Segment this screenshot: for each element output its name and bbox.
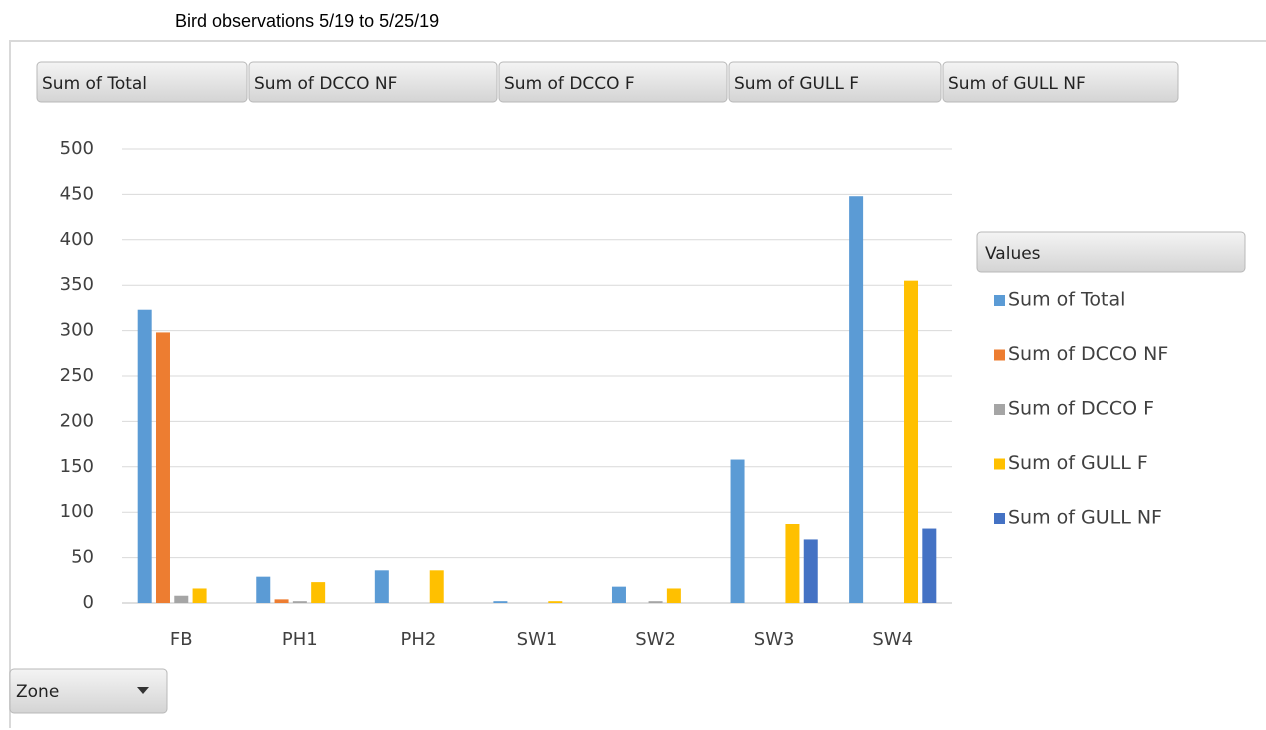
dropdown-arrow [137, 687, 149, 694]
legend-swatch [994, 513, 1005, 524]
bar [274, 599, 289, 603]
chart-title: Bird observations 5/19 to 5/25/19 [175, 11, 439, 31]
y-tick-label: 400 [60, 229, 94, 250]
legend-swatch [994, 404, 1005, 415]
bar [548, 601, 563, 603]
field-button-label: Sum of Total [42, 74, 147, 94]
bar [803, 539, 818, 603]
legend-swatch [994, 349, 1005, 361]
bar [611, 586, 626, 603]
x-tick-label: SW1 [517, 629, 558, 650]
y-tick-label: 500 [60, 138, 94, 159]
y-tick-label: 250 [60, 365, 94, 386]
field-button-label: Sum of DCCO F [504, 74, 635, 94]
bar [137, 309, 152, 603]
legend-label: Sum of GULL NF [1008, 507, 1162, 529]
legend-label: Sum of GULL F [1008, 452, 1148, 474]
field-button[interactable] [248, 61, 498, 103]
bar [155, 332, 170, 603]
field-button[interactable] [498, 61, 728, 103]
bar [785, 524, 800, 603]
bar [666, 588, 681, 603]
bar [730, 459, 745, 603]
legend-label: Sum of DCCO NF [1008, 343, 1168, 365]
field-button[interactable] [728, 61, 942, 103]
bar [256, 576, 271, 603]
legend-title: Values [985, 244, 1041, 264]
y-tick-label: 450 [60, 183, 94, 204]
legend-swatch [994, 458, 1005, 470]
y-tick-label: 50 [71, 547, 94, 568]
x-tick-label: SW2 [635, 629, 676, 650]
axis-field-button[interactable] [9, 668, 168, 714]
x-tick-label: PH2 [401, 629, 437, 650]
legend-header [976, 231, 1246, 273]
bar [192, 588, 207, 603]
bar [904, 280, 919, 603]
bar [648, 601, 663, 603]
field-button[interactable] [36, 61, 248, 103]
y-tick-label: 150 [60, 456, 94, 477]
field-button-label: Sum of DCCO NF [254, 74, 397, 94]
y-tick-label: 0 [83, 592, 94, 613]
bar [429, 570, 444, 603]
bar [849, 196, 864, 603]
field-button-label: Sum of GULL F [734, 74, 859, 94]
x-tick-label: PH1 [282, 629, 318, 650]
axis-field-label: Zone [16, 682, 59, 702]
x-tick-label: SW3 [754, 629, 795, 650]
bar [311, 582, 326, 603]
chart-frame [9, 40, 1266, 728]
y-tick-label: 350 [60, 274, 94, 295]
bar [174, 595, 189, 603]
y-tick-label: 100 [60, 501, 94, 522]
bar [493, 601, 508, 603]
legend-swatch [994, 295, 1005, 306]
y-tick-label: 200 [60, 410, 94, 431]
x-tick-label: SW4 [872, 629, 913, 650]
legend-label: Sum of DCCO F [1008, 398, 1154, 420]
field-button[interactable] [942, 61, 1179, 103]
bar [922, 528, 937, 603]
bar [292, 601, 307, 603]
x-tick-label: FB [170, 629, 193, 650]
field-button-label: Sum of GULL NF [948, 74, 1086, 94]
bar [374, 570, 389, 603]
legend-label: Sum of Total [1008, 289, 1125, 311]
y-tick-label: 300 [60, 320, 94, 341]
